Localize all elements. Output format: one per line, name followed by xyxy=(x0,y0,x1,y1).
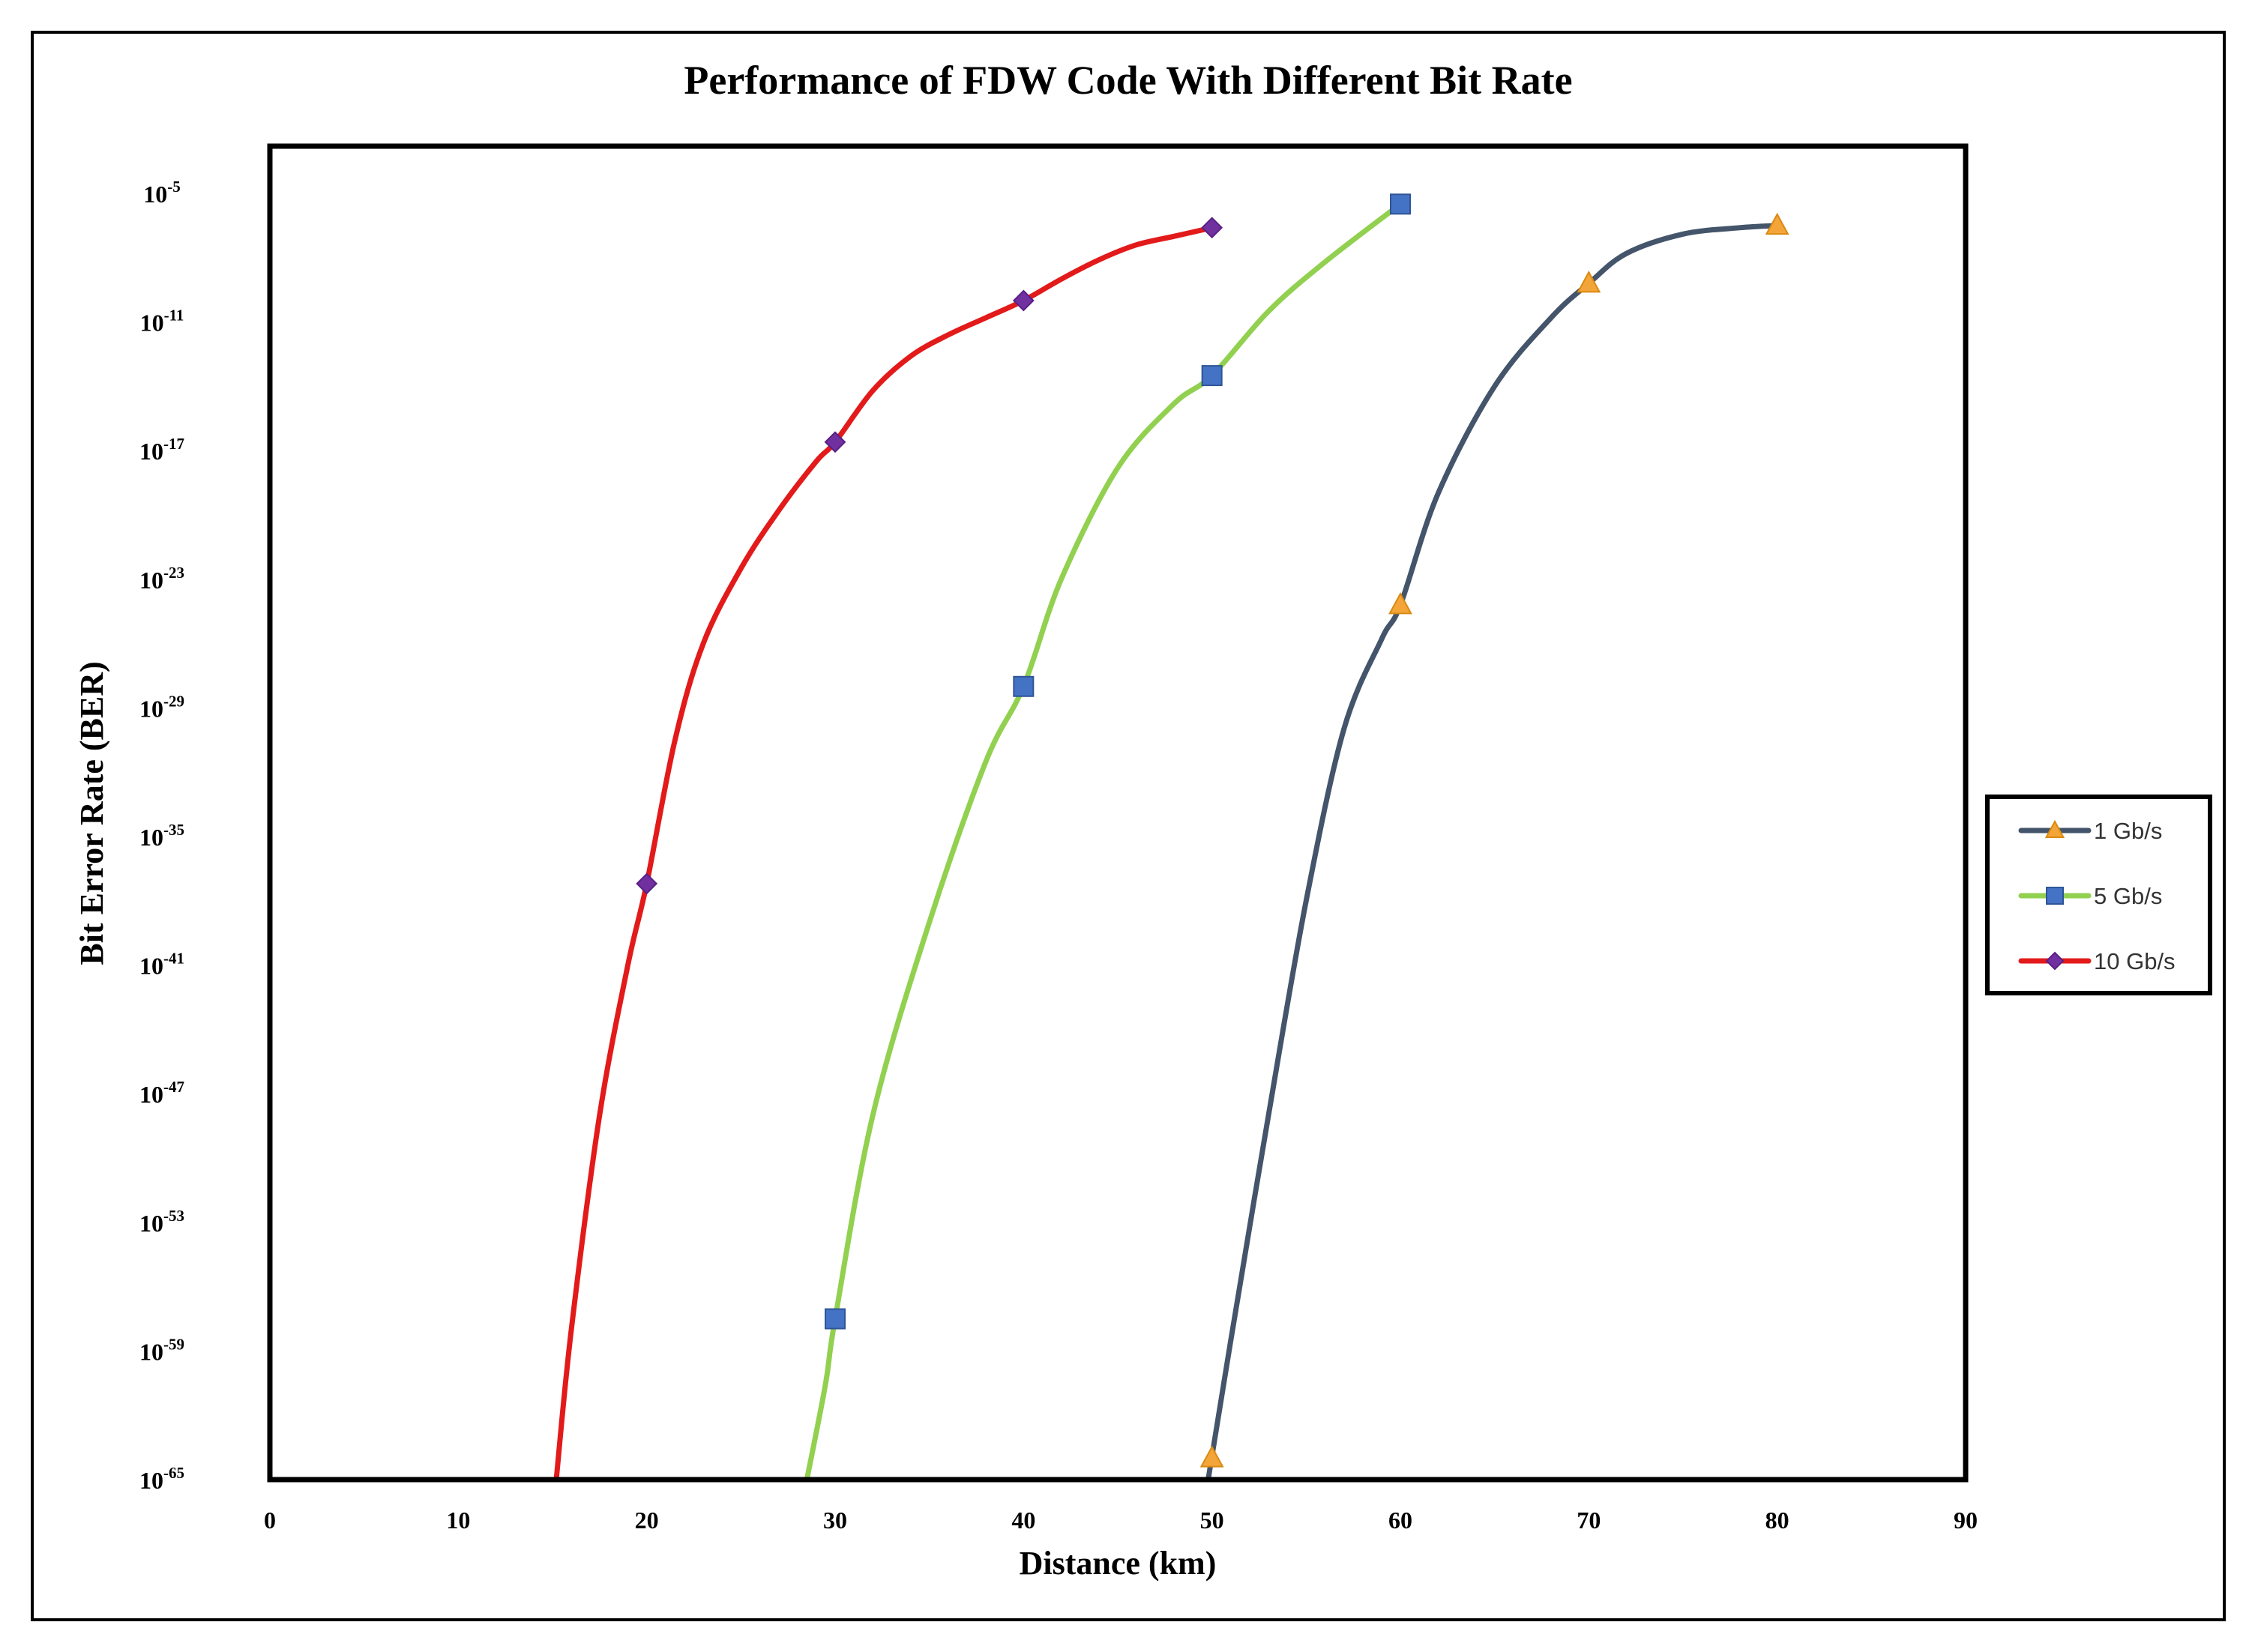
x-tick-label: 30 xyxy=(823,1507,847,1534)
y-tick-label: 10-53 xyxy=(139,1207,184,1237)
y-tick-label: 10-29 xyxy=(139,692,184,722)
y-tick-label: 10-59 xyxy=(139,1335,184,1365)
legend-entry: 1 Gb/s xyxy=(2018,818,2162,844)
y-tick-label: 10-41 xyxy=(139,950,184,980)
y-tick-labels: 10-5 10-11 10-17 10-23 10-29 10-35 10-41 10-47 1… xyxy=(139,178,184,1494)
series-line xyxy=(553,225,1215,1480)
x-tick-label: 10 xyxy=(446,1507,470,1534)
legend-label: 10 Gb/s xyxy=(2094,948,2176,974)
series-1 xyxy=(1199,212,1789,1480)
legend-swatch-marker xyxy=(2044,819,2065,838)
x-tick-labels: 0 10 20 30 40 50 60 70 80 90 xyxy=(264,1507,1978,1534)
y-tick-label: 10-5 xyxy=(143,178,181,208)
x-tick-label: 60 xyxy=(1388,1507,1412,1534)
series-2 xyxy=(804,193,1411,1480)
legend-swatch-marker xyxy=(2046,887,2064,905)
y-tick-label: 10-35 xyxy=(139,821,184,851)
y-tick-label: 10-11 xyxy=(140,307,184,337)
legend: 1 Gb/s 5 Gb/s 10 Gb/s xyxy=(1985,795,2212,995)
x-tick-label: 0 xyxy=(264,1507,276,1534)
data-point-marker xyxy=(1013,675,1035,697)
plot-layer xyxy=(553,193,1789,1480)
y-tick-label: 10-17 xyxy=(139,435,184,465)
data-point-marker xyxy=(1199,1445,1224,1468)
data-point-marker xyxy=(1577,271,1601,293)
x-tick-label: 70 xyxy=(1577,1507,1601,1534)
x-tick-label: 80 xyxy=(1765,1507,1789,1534)
data-point-marker xyxy=(1201,217,1223,239)
chart-title: Performance of FDW Code With Different B… xyxy=(684,58,1572,103)
series-3 xyxy=(553,217,1223,1480)
x-tick-label: 50 xyxy=(1200,1507,1224,1534)
plot-area-border xyxy=(267,143,1969,1483)
series-line xyxy=(1205,223,1780,1480)
chart-outer-border xyxy=(31,31,2226,1621)
data-point-marker xyxy=(1390,193,1411,215)
y-tick-label: 10-65 xyxy=(139,1464,184,1494)
legend-label: 5 Gb/s xyxy=(2094,883,2162,909)
x-axis-label: Distance (km) xyxy=(1020,1545,1217,1582)
data-point-marker xyxy=(824,431,846,453)
data-point-marker xyxy=(1388,592,1412,615)
y-axis-label: Bit Error Rate (BER) xyxy=(73,661,110,965)
data-point-marker xyxy=(825,1308,846,1330)
data-point-marker xyxy=(636,872,658,895)
y-tick-label: 10-47 xyxy=(139,1078,184,1108)
legend-items: 1 Gb/s 5 Gb/s 10 Gb/s xyxy=(2018,818,2176,974)
legend-entry: 10 Gb/s xyxy=(2018,948,2176,974)
x-tick-label: 90 xyxy=(1954,1507,1978,1534)
data-point-marker xyxy=(1765,212,1789,235)
y-tick-label: 10-23 xyxy=(139,564,184,594)
data-point-marker xyxy=(1012,289,1035,312)
x-tick-label: 20 xyxy=(635,1507,659,1534)
legend-label: 1 Gb/s xyxy=(2094,818,2162,844)
legend-swatch-marker xyxy=(2045,951,2065,971)
legend-entry: 5 Gb/s xyxy=(2018,883,2162,909)
x-tick-label: 40 xyxy=(1011,1507,1035,1534)
data-point-marker xyxy=(1201,365,1223,387)
